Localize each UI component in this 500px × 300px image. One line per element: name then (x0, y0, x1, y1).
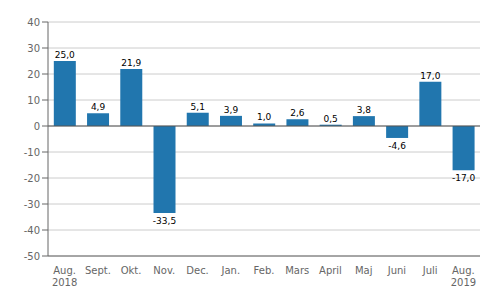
svg-text:Sept.: Sept. (85, 265, 111, 276)
svg-text:3,9: 3,9 (224, 105, 239, 115)
svg-text:Mars: Mars (285, 265, 309, 276)
svg-text:30: 30 (27, 43, 40, 54)
svg-text:Nov.: Nov. (153, 265, 175, 276)
svg-text:Juli: Juli (422, 265, 438, 276)
svg-text:Maj: Maj (355, 265, 373, 276)
svg-text:-50: -50 (24, 251, 40, 262)
svg-text:Juni: Juni (387, 265, 406, 276)
svg-text:40: 40 (27, 17, 40, 28)
svg-text:Jan.: Jan. (220, 265, 240, 276)
svg-text:Aug.2019: Aug.2019 (451, 265, 476, 288)
svg-text:2,6: 2,6 (290, 108, 305, 118)
svg-text:25,0: 25,0 (55, 50, 75, 60)
svg-text:5,1: 5,1 (191, 102, 205, 112)
svg-text:Dec.: Dec. (186, 265, 209, 276)
svg-text:Aug.2018: Aug.2018 (52, 265, 77, 288)
svg-text:10: 10 (27, 95, 40, 106)
svg-text:Feb.: Feb. (254, 265, 275, 276)
svg-text:21,9: 21,9 (121, 58, 141, 68)
svg-text:Okt.: Okt. (121, 265, 142, 276)
svg-text:0,5: 0,5 (323, 114, 337, 124)
svg-text:0: 0 (34, 121, 40, 132)
svg-text:-10: -10 (24, 147, 40, 158)
svg-text:-20: -20 (24, 173, 40, 184)
svg-text:1,0: 1,0 (257, 112, 272, 122)
svg-text:3,8: 3,8 (357, 105, 372, 115)
svg-text:4,9: 4,9 (91, 102, 106, 112)
svg-text:17,0: 17,0 (420, 71, 440, 81)
svg-text:-4,6: -4,6 (388, 141, 406, 151)
svg-text:-33,5: -33,5 (153, 216, 176, 226)
svg-text:April: April (319, 265, 342, 276)
svg-text:20: 20 (27, 69, 40, 80)
svg-text:-40: -40 (24, 225, 40, 236)
svg-text:-30: -30 (24, 199, 40, 210)
svg-text:-17,0: -17,0 (452, 173, 476, 183)
